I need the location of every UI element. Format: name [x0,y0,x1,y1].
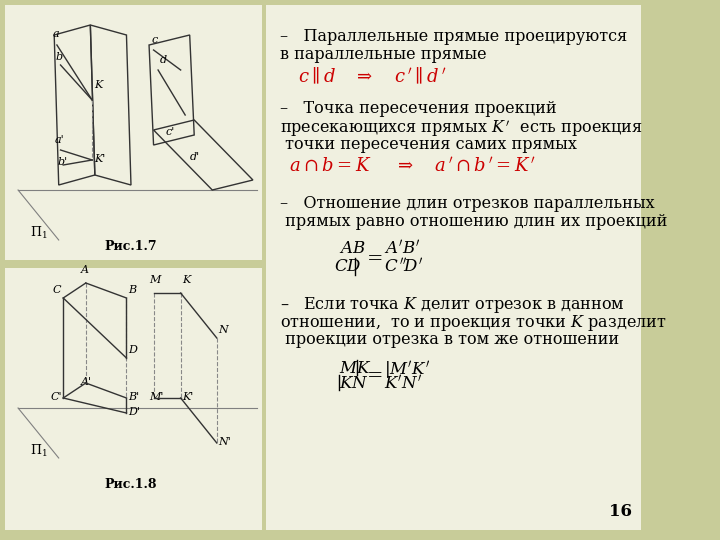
FancyBboxPatch shape [266,5,642,530]
Text: $=$: $=$ [363,248,383,266]
Text: $a \cap b = K$    $\Rightarrow$   $a\,' \cap b\,' = K\,'$: $a \cap b = K$ $\Rightarrow$ $a\,' \cap … [289,156,536,175]
Text: $KN$: $KN$ [338,375,369,392]
Text: Рис.1.7: Рис.1.7 [104,240,157,253]
Text: $MK$: $MK$ [338,360,372,377]
Text: c': c' [166,127,174,137]
Text: d: d [160,55,167,65]
Text: C: C [53,285,61,295]
Text: c: c [152,35,158,45]
Text: M: M [149,275,161,285]
Text: 16: 16 [609,503,632,520]
Text: M': M' [149,392,163,402]
Text: K': K' [94,154,105,164]
Text: прямых равно отношению длин их проекций: прямых равно отношению длин их проекций [280,213,667,230]
Text: C': C' [50,392,62,402]
Text: b': b' [58,157,68,167]
FancyBboxPatch shape [4,268,262,530]
Text: K: K [182,275,191,285]
Text: d': d' [189,152,200,162]
Text: B': B' [128,392,140,402]
Text: a': a' [55,135,65,145]
Text: K: K [94,80,102,90]
Text: –   Отношение длин отрезков параллельных: – Отношение длин отрезков параллельных [280,195,654,212]
Text: проекции отрезка в том же отношении: проекции отрезка в том же отношении [280,331,619,348]
Text: Рис.1.8: Рис.1.8 [104,478,157,491]
FancyBboxPatch shape [4,5,262,260]
Text: $=$: $=$ [363,365,383,383]
Text: $A'B'$: $A'B'$ [384,240,420,258]
Text: пресекающихся прямых $K\,'$  есть проекция: пресекающихся прямых $K\,'$ есть проекци… [280,118,643,139]
Text: $CD$: $CD$ [334,258,362,275]
Text: в параллельные прямые: в параллельные прямые [280,46,487,63]
Text: $\Pi_1$: $\Pi_1$ [30,443,48,459]
Text: K': K' [182,392,194,402]
Text: N': N' [219,437,231,447]
Text: A: A [81,265,89,275]
Text: $AB$: $AB$ [338,240,366,257]
Text: $|M'K'$: $|M'K'$ [384,360,430,382]
Text: A': A' [81,377,92,387]
Text: D': D' [128,407,140,417]
Text: $C\,{''}\!D'$: $C\,{''}\!D'$ [384,258,423,276]
Text: N: N [219,325,228,335]
Text: –   Точка пересечения проекций: – Точка пересечения проекций [280,100,557,117]
Text: точки пересечения самих прямых: точки пересечения самих прямых [280,136,577,153]
Text: –   Если точка $K$ делит отрезок в данном: – Если точка $K$ делит отрезок в данном [280,295,625,315]
Text: a: a [53,29,59,39]
Text: –   Параллельные прямые проецируются: – Параллельные прямые проецируются [280,28,627,45]
Text: D: D [128,345,137,355]
Text: отношении,  то и проекция точки $K$ разделит: отношении, то и проекция точки $K$ разде… [280,313,667,333]
Text: $\Pi_1$: $\Pi_1$ [30,225,48,241]
Text: $c \parallel d$   $\Rightarrow$   $c\,' \parallel d\,'$: $c \parallel d$ $\Rightarrow$ $c\,' \par… [298,66,446,86]
Text: B: B [128,285,136,295]
Text: b: b [55,52,62,62]
Text: $K'N'$: $K'N'$ [384,375,422,393]
